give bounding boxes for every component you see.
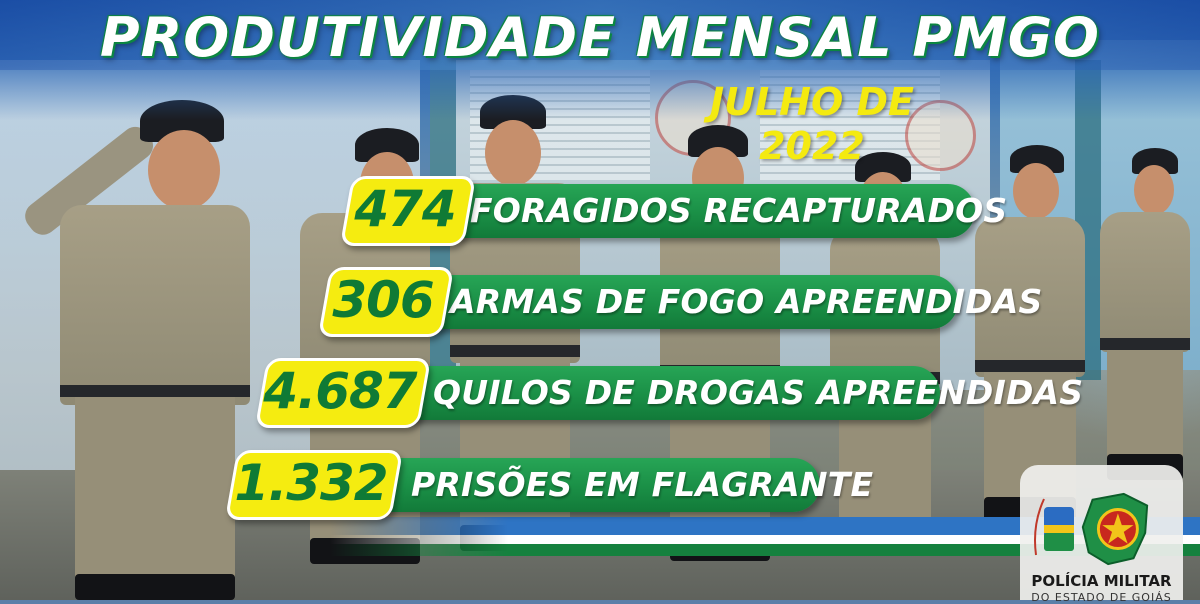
- stat-banner: FORAGIDOS RECAPTURADOS: [440, 184, 1007, 238]
- period-subtitle: JULHO DE 2022: [709, 80, 915, 168]
- stat-value: 4.687: [263, 362, 417, 420]
- stat-row-arrests: PRISÕES EM FLAGRANTE 1.332: [224, 450, 873, 520]
- page-title: PRODUTIVIDADE MENSAL PMGO: [100, 6, 1100, 69]
- stat-label: QUILOS DE DROGAS APREENDIDAS: [433, 373, 1084, 412]
- logo-name: POLÍCIA MILITAR: [1031, 572, 1172, 590]
- logo-subtitle: DO ESTADO DE GOIÁS: [1031, 591, 1172, 604]
- stat-row-firearms: ARMAS DE FOGO APREENDIDAS 306: [317, 267, 1042, 337]
- stat-value: 1.332: [234, 454, 388, 512]
- flag-stripe-blue: [330, 517, 1200, 535]
- stat-value: 306: [332, 271, 434, 329]
- stat-banner: QUILOS DE DROGAS APREENDIDAS: [405, 366, 1083, 420]
- stat-label: FORAGIDOS RECAPTURADOS: [470, 191, 1008, 230]
- pmgo-logo: POLÍCIA MILITAR DO ESTADO DE GOIÁS: [1020, 465, 1183, 604]
- stat-row-fugitives: FORAGIDOS RECAPTURADOS 474: [339, 176, 1007, 246]
- soldier-figure: [1100, 148, 1190, 480]
- goias-map-shield-icon: [1081, 492, 1149, 566]
- flag-stripe-white: [330, 535, 1200, 544]
- soldier-figure: [19, 100, 250, 600]
- stat-banner: PRISÕES EM FLAGRANTE: [375, 458, 873, 512]
- flag-stripe-green: [330, 544, 1200, 556]
- state-seal-icon: [1034, 498, 1074, 556]
- stat-row-drugs: QUILOS DE DROGAS APREENDIDAS 4.687: [254, 358, 1083, 428]
- stat-banner: ARMAS DE FOGO APREENDIDAS: [418, 275, 1042, 329]
- stat-label: ARMAS DE FOGO APREENDIDAS: [450, 282, 1043, 321]
- stat-label: PRISÕES EM FLAGRANTE: [411, 465, 874, 504]
- top-gradient-band: [0, 0, 1200, 120]
- stat-value: 474: [354, 180, 456, 238]
